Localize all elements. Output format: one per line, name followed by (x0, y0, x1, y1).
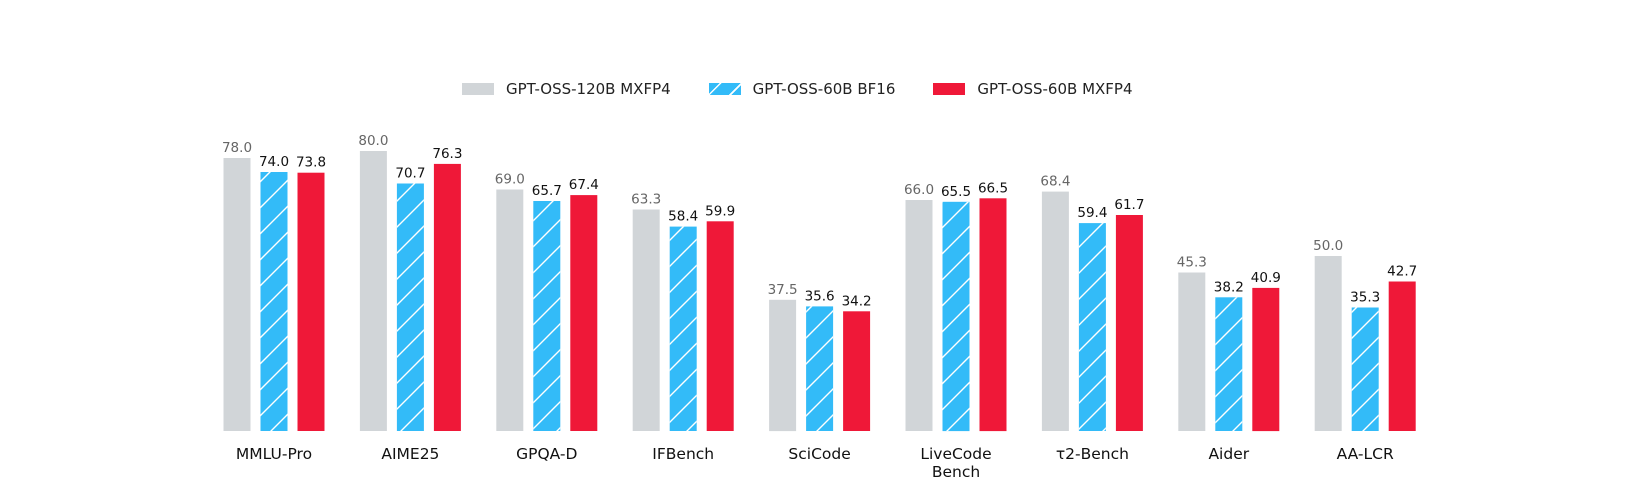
value-label-series-0-cat-8: 50.0 (1313, 238, 1343, 254)
bar-series-0-cat-1 (359, 151, 387, 431)
bar-series-2-cat-8 (1388, 281, 1416, 431)
bar-series-2-cat-1 (433, 163, 461, 431)
value-label-series-2-cat-0: 73.8 (296, 155, 326, 171)
value-label-series-2-cat-1: 76.3 (432, 146, 462, 162)
value-label-series-2-cat-2: 67.4 (569, 177, 599, 193)
legend-item-series-0: GPT-OSS-120B MXFP4 (462, 80, 671, 98)
value-label-series-1-cat-8: 35.3 (1350, 290, 1380, 306)
value-labels-layer: 78.0 74.0 73.8 80.0 70.7 76.3 69.0 65.7 67.4 63.3… (222, 133, 1417, 309)
value-label-series-1-cat-7: 38.2 (1214, 279, 1244, 295)
bar-hatch-series-1-cat-4 (806, 306, 834, 431)
bar-hatch-series-1-cat-2 (533, 201, 561, 431)
bar-hatch-series-1-cat-3 (669, 226, 697, 431)
value-label-series-2-cat-7: 40.9 (1251, 270, 1281, 286)
chart-legend: GPT-OSS-120B MXFP4 GPT-OSS-60B BF16 GPT-… (462, 80, 1171, 98)
bar-series-0-cat-7 (1178, 272, 1206, 431)
x-tick-labels-layer: MMLU-Pro AIME25 GPQA-D IFBench SciCode LiveCo… (236, 445, 1394, 481)
value-label-series-1-cat-0: 74.0 (259, 154, 289, 170)
bar-series-0-cat-3 (632, 209, 660, 431)
value-label-series-0-cat-3: 63.3 (631, 192, 661, 208)
value-label-series-1-cat-6: 59.4 (1077, 205, 1107, 221)
bar-series-0-cat-2 (496, 189, 524, 431)
value-label-series-0-cat-6: 68.4 (1040, 174, 1070, 190)
bar-hatch-series-1-cat-8 (1351, 307, 1379, 431)
value-label-series-1-cat-3: 58.4 (668, 209, 698, 225)
value-label-series-2-cat-3: 59.9 (705, 203, 735, 219)
bar-series-0-cat-6 (1041, 191, 1069, 431)
bar-hatch-series-1-cat-1 (396, 183, 424, 431)
bar-series-2-cat-2 (570, 195, 598, 431)
x-tick-label-1: AIME25 (381, 445, 439, 463)
bar-series-0-cat-8 (1314, 256, 1342, 431)
bar-hatch-series-1-cat-5 (942, 201, 970, 432)
legend-swatch-series-0 (462, 83, 494, 95)
x-tick-label-2: GPQA-D (516, 445, 577, 463)
legend-label-series-0: GPT-OSS-120B MXFP4 (506, 80, 671, 98)
x-tick-label-0: MMLU-Pro (236, 445, 312, 463)
value-label-series-1-cat-2: 65.7 (532, 183, 562, 199)
x-tick-label-3: IFBench (652, 445, 714, 463)
bar-series-2-cat-0 (297, 172, 325, 431)
bar-series-0-cat-5 (905, 200, 933, 431)
bar-series-0-cat-4 (769, 299, 797, 432)
value-label-series-0-cat-7: 45.3 (1177, 255, 1207, 271)
legend-item-series-2: GPT-OSS-60B MXFP4 (933, 80, 1133, 98)
x-tick-label-6: τ2-Bench (1056, 445, 1129, 463)
x-tick-label-4: SciCode (788, 445, 850, 463)
value-label-series-1-cat-1: 70.7 (395, 166, 425, 182)
bar-series-0-cat-0 (223, 158, 251, 431)
value-label-series-1-cat-5: 65.5 (941, 184, 971, 200)
bars-layer (223, 151, 1416, 432)
value-label-series-1-cat-4: 35.6 (805, 288, 835, 304)
bar-series-2-cat-3 (706, 221, 734, 431)
legend-swatch-series-1 (708, 83, 741, 95)
x-tick-label-5: LiveCode Bench (920, 445, 991, 481)
value-label-series-0-cat-1: 80.0 (358, 133, 388, 149)
legend-label-series-2: GPT-OSS-60B MXFP4 (977, 80, 1133, 98)
value-label-series-0-cat-0: 78.0 (222, 140, 252, 156)
legend-item-series-1: GPT-OSS-60B BF16 (708, 80, 896, 98)
bar-series-2-cat-4 (843, 311, 871, 431)
value-label-series-0-cat-2: 69.0 (495, 172, 525, 188)
value-label-series-2-cat-8: 42.7 (1387, 264, 1417, 280)
value-label-series-2-cat-4: 34.2 (842, 293, 872, 309)
bar-series-2-cat-5 (979, 198, 1007, 432)
x-tick-label-8: AA-LCR (1337, 445, 1394, 463)
bar-hatch-series-1-cat-7 (1215, 297, 1243, 431)
value-label-series-2-cat-5: 66.5 (978, 180, 1008, 196)
value-label-series-0-cat-5: 66.0 (904, 182, 934, 198)
legend-swatch-series-2 (933, 83, 966, 95)
value-label-series-2-cat-6: 61.7 (1114, 197, 1144, 213)
bar-hatch-series-1-cat-6 (1078, 223, 1106, 431)
bar-hatch-series-1-cat-0 (260, 172, 288, 431)
bar-series-2-cat-6 (1115, 215, 1143, 431)
value-label-series-0-cat-4: 37.5 (768, 282, 798, 298)
bar-series-2-cat-7 (1252, 287, 1280, 432)
x-tick-label-7: Aider (1208, 445, 1249, 463)
legend-label-series-1: GPT-OSS-60B BF16 (752, 80, 896, 98)
